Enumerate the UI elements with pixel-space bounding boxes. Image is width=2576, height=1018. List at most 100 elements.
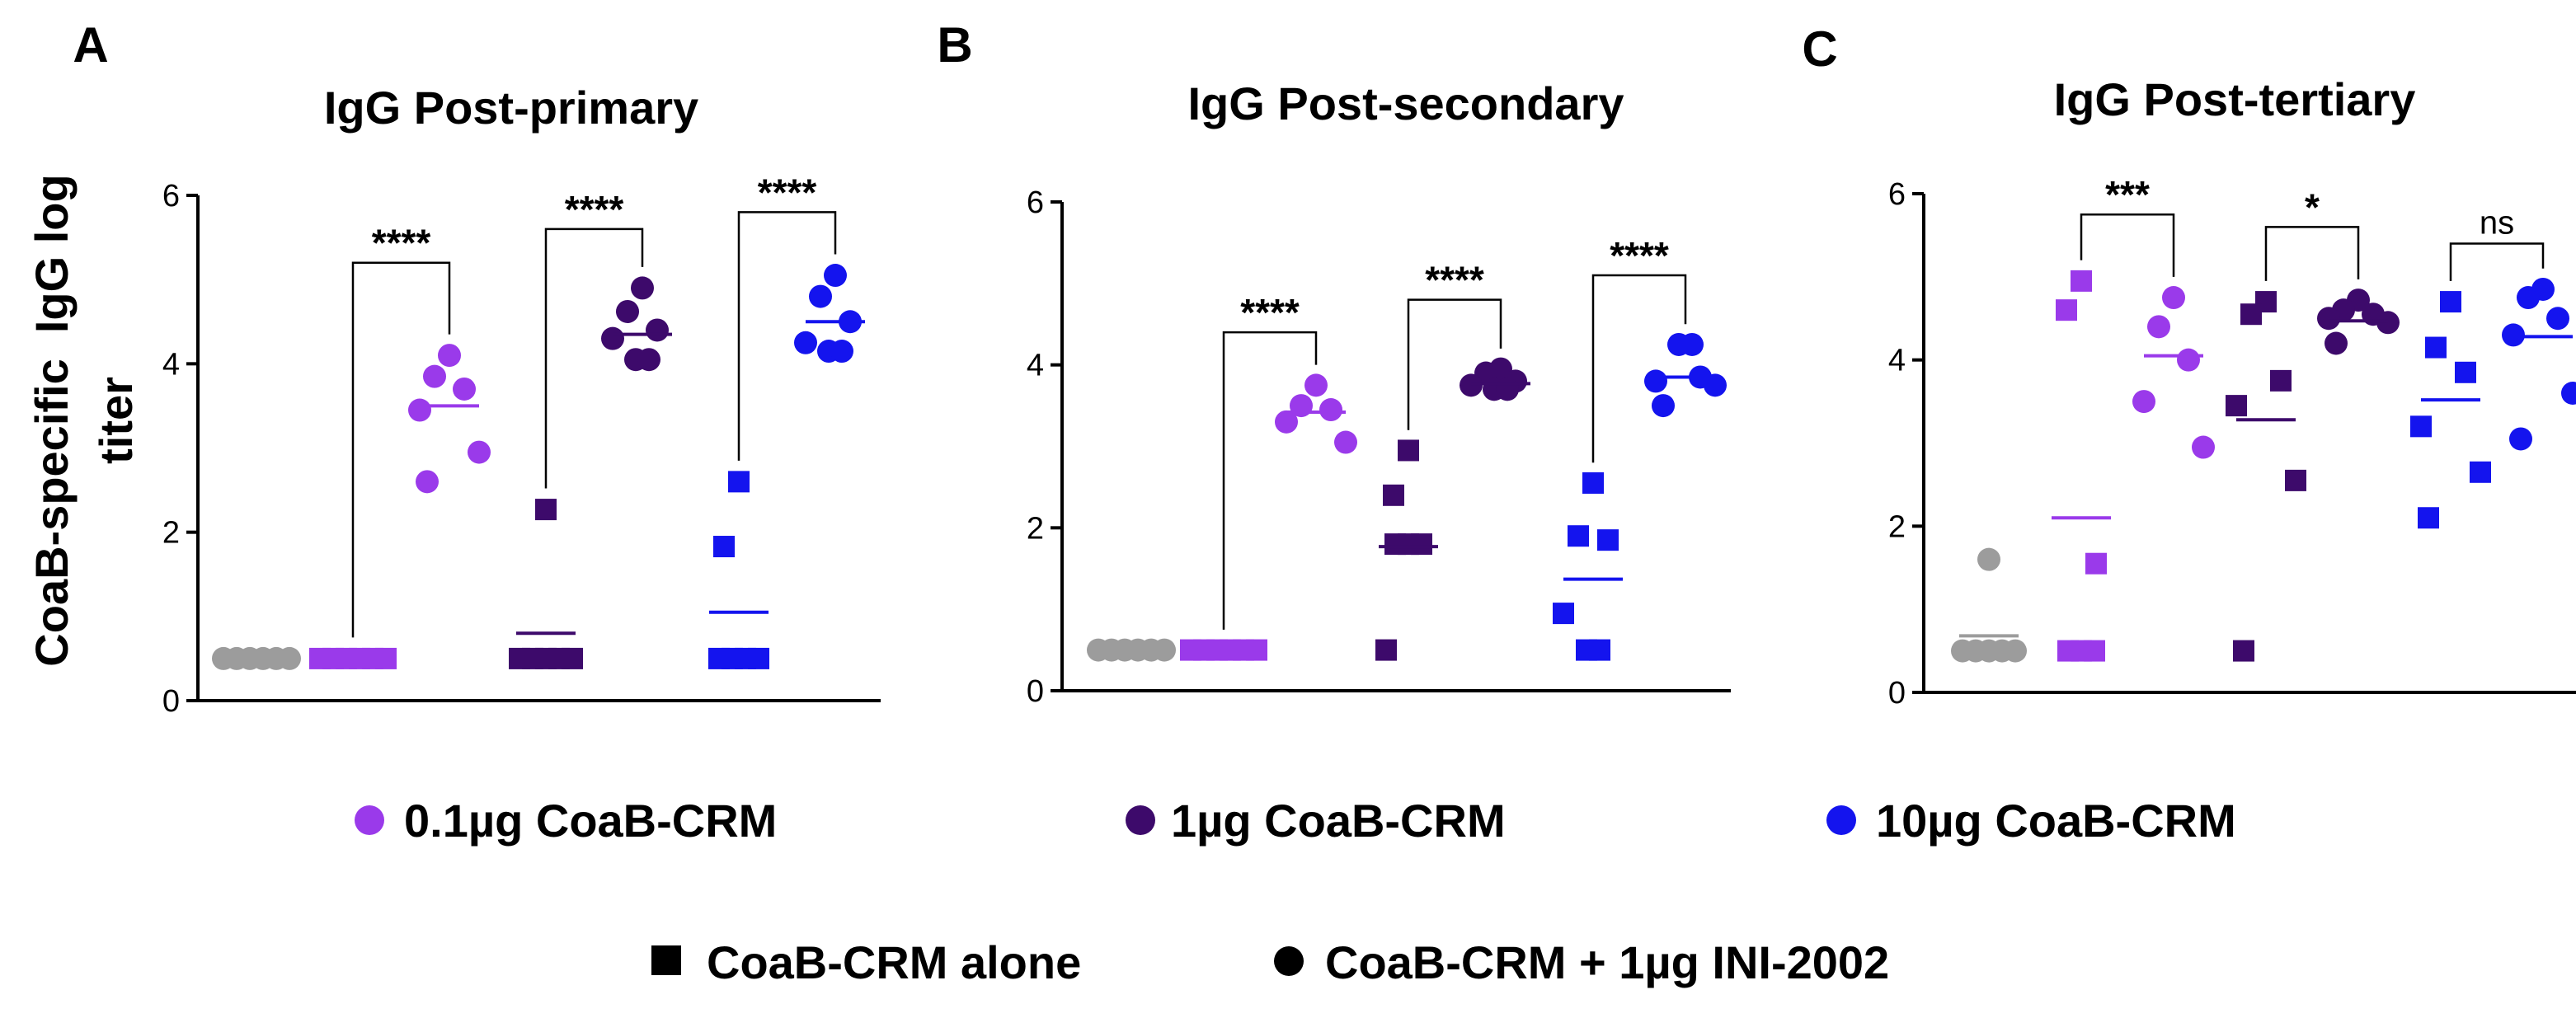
panel-b-point-square bbox=[1383, 484, 1404, 506]
legend-dot-0-1ug bbox=[355, 805, 384, 835]
panel-b: B IgG Post-secondary 0 2 4 6 **** **** **** bbox=[937, 17, 1731, 709]
panel-a-y-tick-label: 4 bbox=[162, 347, 180, 382]
panel-a-sig-bracket bbox=[544, 228, 644, 489]
panel-title-b: IgG Post-secondary bbox=[1187, 77, 1624, 129]
panel-a: A IgG Post-primary 0 2 4 6 **** **** **** bbox=[73, 17, 881, 719]
panel-a-point-circle bbox=[631, 276, 654, 300]
panel-c-point-square bbox=[2455, 361, 2476, 383]
panel-b-point-circle bbox=[1704, 373, 1727, 397]
panel-b-point-circle bbox=[1681, 332, 1704, 356]
panel-c-y-tick-label: 2 bbox=[1888, 509, 1906, 544]
panel-letter-a: A bbox=[73, 17, 108, 73]
panel-c-point-square bbox=[2084, 640, 2105, 662]
panel-c-sig-label: ns bbox=[2480, 205, 2514, 242]
panel-a-sig-label: **** bbox=[565, 188, 624, 231]
panel-a-point-circle bbox=[453, 377, 476, 401]
panel-b-point-circle bbox=[1644, 369, 1667, 393]
panel-c-point-circle bbox=[2517, 286, 2540, 310]
panel-c-point-square bbox=[2440, 291, 2461, 313]
panel-b-sig-bracket bbox=[1222, 331, 1318, 630]
panel-b-point-circle bbox=[1496, 378, 1519, 401]
panel-a-point-circle bbox=[616, 299, 639, 323]
panel-c-sig-bracket bbox=[2449, 242, 2545, 281]
panel-c-point-square bbox=[2085, 552, 2107, 575]
panel-c-point-circle bbox=[2317, 307, 2340, 331]
panel-a-y-tick-label: 6 bbox=[162, 179, 180, 213]
panel-title-a: IgG Post-primary bbox=[324, 82, 698, 134]
legend-dot-10ug bbox=[1826, 805, 1856, 835]
panel-c-y-tick-label: 6 bbox=[1888, 177, 1906, 212]
panel-a-y-tick-label: 2 bbox=[162, 516, 180, 551]
panel-a-sig-bracket bbox=[351, 261, 451, 638]
panel-c-point-square bbox=[2470, 461, 2491, 483]
panel-letter-b: B bbox=[937, 17, 972, 73]
panel-c-point-square bbox=[2410, 415, 2432, 438]
panel-c-sig-label: * bbox=[2305, 185, 2320, 228]
panel-c-point-square bbox=[2226, 395, 2247, 417]
panel-a-point-circle bbox=[468, 440, 491, 464]
panel-a-sig-label: **** bbox=[758, 171, 817, 213]
panel-c-point-circle bbox=[2561, 382, 2576, 405]
panel-a-point-circle bbox=[438, 344, 461, 368]
panel-a-point-square bbox=[562, 647, 583, 669]
panel-c-point-circle bbox=[2509, 427, 2532, 451]
panel-a-point-circle bbox=[809, 284, 832, 308]
panel-b-point-square bbox=[1589, 639, 1610, 661]
panel-b-point-square bbox=[1568, 525, 1589, 547]
legend-shapes: CoaB-CRM alone CoaB-CRM + 1µg INI-2002 bbox=[651, 936, 1889, 988]
panel-c-point-square bbox=[2270, 369, 2292, 392]
panel-b-point-square bbox=[1597, 529, 1619, 551]
panel-c-point-circle bbox=[2004, 639, 2027, 663]
panel-c-sig-label: *** bbox=[2105, 173, 2150, 216]
panel-a-point-circle bbox=[601, 326, 624, 350]
panel-c-sig-bracket bbox=[2080, 213, 2175, 277]
panel-c-point-square bbox=[2071, 270, 2092, 292]
panel-c-point-circle bbox=[2502, 323, 2525, 347]
y-axis-label-line1: CoaB-specific IgG log bbox=[26, 174, 78, 666]
panel-c-point-circle bbox=[2162, 286, 2185, 310]
panel-b-y-tick-label: 4 bbox=[1027, 349, 1044, 383]
panel-b-point-square bbox=[1398, 439, 1419, 462]
panel-c-point-circle bbox=[2177, 348, 2200, 372]
panel-c-point-circle bbox=[2546, 307, 2569, 331]
panel-a-point-square bbox=[728, 471, 750, 493]
legend-label-alone: CoaB-CRM alone bbox=[707, 936, 1081, 988]
panel-b-point-circle bbox=[1304, 373, 1328, 397]
panel-c-y-tick-label: 4 bbox=[1888, 344, 1906, 378]
panel-a-point-circle bbox=[408, 398, 431, 422]
panel-a-y-tick-label: 0 bbox=[162, 684, 180, 719]
legend-label-10ug: 10µg CoaB-CRM bbox=[1876, 795, 2236, 847]
panel-c-y-tick-label: 0 bbox=[1888, 676, 1906, 711]
panel-b-point-square bbox=[1553, 603, 1574, 625]
panel-c-point-square bbox=[2240, 303, 2262, 326]
panel-a-point-circle bbox=[794, 331, 817, 354]
panel-c-point-circle bbox=[2325, 331, 2348, 355]
panel-a-point-square bbox=[535, 499, 557, 521]
panel-letter-c: C bbox=[1802, 21, 1837, 77]
panel-a-point-circle bbox=[830, 340, 853, 364]
panel-b-sig-bracket bbox=[1407, 298, 1502, 430]
legend-label-1ug: 1µg CoaB-CRM bbox=[1171, 795, 1506, 847]
panel-c-point-square bbox=[2233, 640, 2254, 662]
panel-c-point-circle bbox=[2376, 311, 2400, 335]
panel-a-point-circle bbox=[278, 646, 301, 670]
panel-a-point-circle bbox=[416, 470, 439, 494]
panel-b-y-tick-label: 6 bbox=[1027, 185, 1044, 220]
panel-c-point-circle bbox=[2192, 435, 2215, 459]
panel-a-sig-bracket bbox=[737, 211, 837, 461]
panel-b-point-square bbox=[1411, 533, 1432, 556]
legend-label-adjuvant: CoaB-CRM + 1µg INI-2002 bbox=[1325, 936, 1889, 988]
panel-a-point-circle bbox=[646, 318, 669, 342]
panel-b-sig-bracket bbox=[1591, 274, 1687, 463]
panel-c-point-square bbox=[2285, 469, 2306, 491]
panel-c-point-square bbox=[2056, 299, 2077, 321]
panel-b-point-circle bbox=[1319, 398, 1342, 422]
panel-a-point-square bbox=[748, 647, 769, 669]
panel-a-point-circle bbox=[637, 348, 660, 372]
panel-b-point-circle bbox=[1153, 638, 1176, 662]
panel-b-y-tick-label: 0 bbox=[1027, 674, 1044, 709]
y-axis-label-line2: titer bbox=[90, 377, 142, 464]
legend-dot-1ug bbox=[1126, 805, 1155, 835]
